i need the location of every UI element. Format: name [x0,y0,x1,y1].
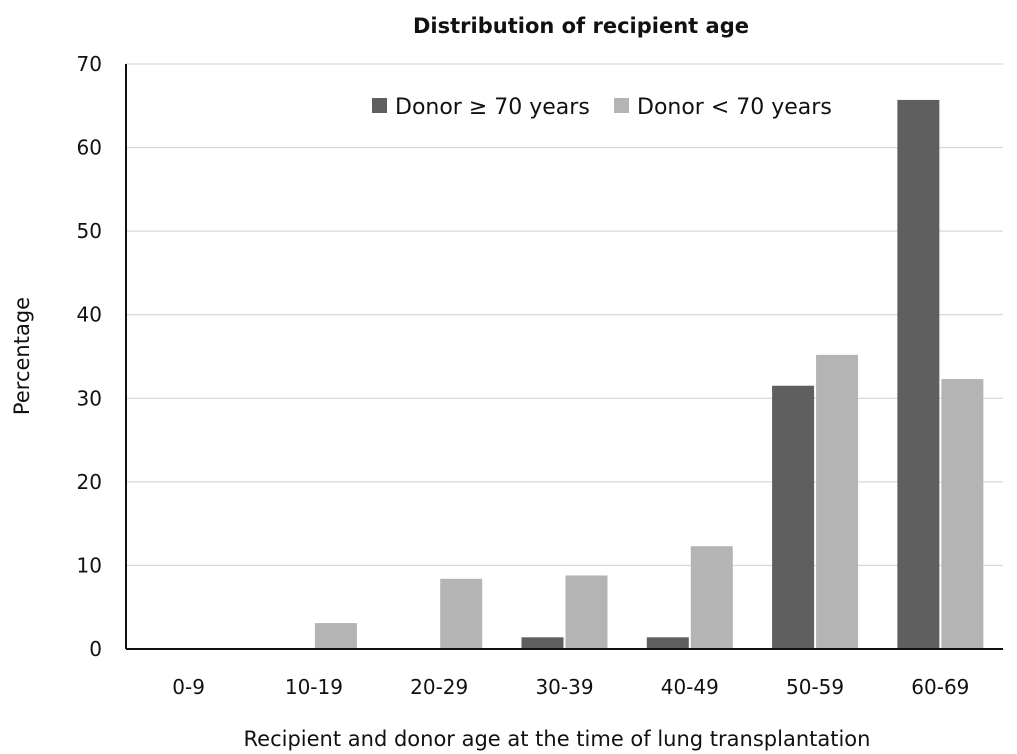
y-tick-label: 20 [77,470,102,494]
x-tick-label: 10-19 [285,675,343,699]
bar [816,354,859,649]
x-tick-label: 60-69 [911,675,969,699]
gridlines [126,63,1003,566]
x-tick-label: 40-49 [661,675,719,699]
bar [772,385,815,649]
bars [314,99,984,649]
bar [565,575,608,649]
legend: Donor ≥ 70 years Donor < 70 years [372,95,832,120]
y-tick-label: 0 [89,637,102,661]
x-tick-label: 50-59 [786,675,844,699]
y-tick-label: 40 [77,303,102,327]
legend-label: Donor ≥ 70 years [395,95,590,120]
y-tick-label: 30 [77,386,102,410]
bar [646,637,689,649]
bar [897,99,940,649]
x-tick-labels: 0-9 10-19 20-29 30-39 40-49 50-59 60-69 [172,675,969,699]
y-tick-label: 70 [77,52,102,76]
bar [521,637,564,649]
bar [314,623,357,649]
legend-swatch [372,98,387,113]
y-tick-label: 60 [77,136,102,160]
x-tick-label: 30-39 [535,675,593,699]
y-axis-label: Percentage [10,297,34,415]
chart-title: Distribution of recipient age [413,14,749,38]
bar [941,379,984,649]
y-tick-labels: 0 10 20 30 40 50 60 70 [77,52,102,661]
x-tick-label: 20-29 [410,675,468,699]
bar [690,546,733,649]
x-axis-label: Recipient and donor age at the time of l… [244,727,871,751]
y-tick-label: 50 [77,219,102,243]
legend-swatch [614,98,629,113]
y-tick-label: 10 [77,553,102,577]
x-tick-label: 0-9 [172,675,205,699]
bar [440,578,483,649]
legend-label: Donor < 70 years [637,95,832,120]
